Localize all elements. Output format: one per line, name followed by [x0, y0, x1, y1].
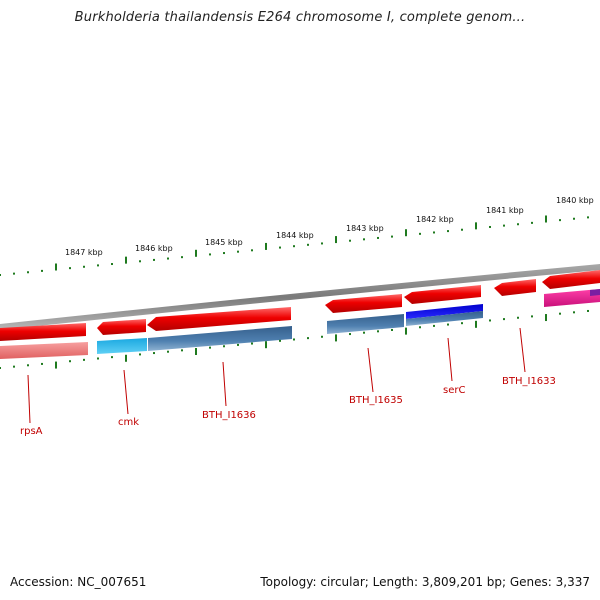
feature-tracks	[0, 289, 600, 359]
scale-labels: 1847 kbp 1846 kbp 1845 kbp 1844 kbp 1843…	[65, 196, 594, 257]
scale-label: 1844 kbp	[276, 231, 314, 240]
leader-rpsA	[27, 374, 31, 424]
feature-serC-blue[interactable]	[406, 304, 483, 319]
feature-rpsA[interactable]	[0, 342, 88, 359]
accession-text: Accession: NC_007651	[10, 575, 147, 589]
gene-arrow-next[interactable]	[542, 270, 600, 289]
gene-labels: rpsA cmk BTH_I1636 BTH_I1635 serC BTH_I1…	[20, 376, 556, 437]
feature-BTH_I1636[interactable]	[148, 326, 292, 351]
genome-summary-text: Topology: circular; Length: 3,809,201 bp…	[260, 575, 590, 589]
feature-purple[interactable]	[590, 289, 600, 296]
gene-label-cmk[interactable]: cmk	[118, 417, 139, 428]
feature-BTH_I1635[interactable]	[327, 314, 404, 334]
inner-tick-marks	[0, 309, 589, 369]
leader-cmk	[123, 369, 129, 415]
scale-label: 1842 kbp	[416, 215, 454, 224]
label-leaders	[27, 327, 526, 424]
gene-label-serC[interactable]: serC	[443, 385, 465, 396]
leader-serC	[447, 337, 453, 382]
gene-arrow-BTH_I1636[interactable]	[147, 307, 291, 331]
gene-arrow-BTH_I1635[interactable]	[325, 294, 402, 313]
gene-label-rpsA[interactable]: rpsA	[20, 426, 43, 437]
map-title: Burkholderia thailandensis E264 chromoso…	[74, 10, 526, 25]
scale-label: 1847 kbp	[65, 248, 103, 257]
genome-backbone	[0, 264, 600, 330]
forward-strand-genes	[0, 270, 600, 341]
feature-magenta[interactable]	[544, 289, 600, 307]
gene-label-BTH_I1635[interactable]: BTH_I1635	[349, 395, 403, 406]
scale-label: 1846 kbp	[135, 244, 173, 253]
scale-label: 1841 kbp	[486, 206, 524, 215]
gene-label-BTH_I1636[interactable]: BTH_I1636	[202, 410, 256, 421]
feature-cmk[interactable]	[97, 338, 147, 354]
leader-BTH_I1633	[519, 327, 526, 373]
outer-tick-marks	[0, 215, 589, 276]
scale-label: 1840 kbp	[556, 196, 594, 205]
leader-BTH_I1636	[222, 361, 227, 407]
gene-arrow-BTH_I1633[interactable]	[494, 279, 536, 296]
scale-label: 1843 kbp	[346, 224, 384, 233]
scale-label: 1845 kbp	[205, 238, 243, 247]
leader-BTH_I1635	[367, 347, 374, 393]
gene-arrow-serC[interactable]	[404, 285, 481, 304]
gene-arrow-cmk[interactable]	[97, 319, 146, 335]
gene-label-BTH_I1633[interactable]: BTH_I1633	[502, 376, 556, 387]
feature-serC[interactable]	[406, 311, 483, 326]
gene-arrow-rpsA[interactable]	[0, 323, 86, 341]
